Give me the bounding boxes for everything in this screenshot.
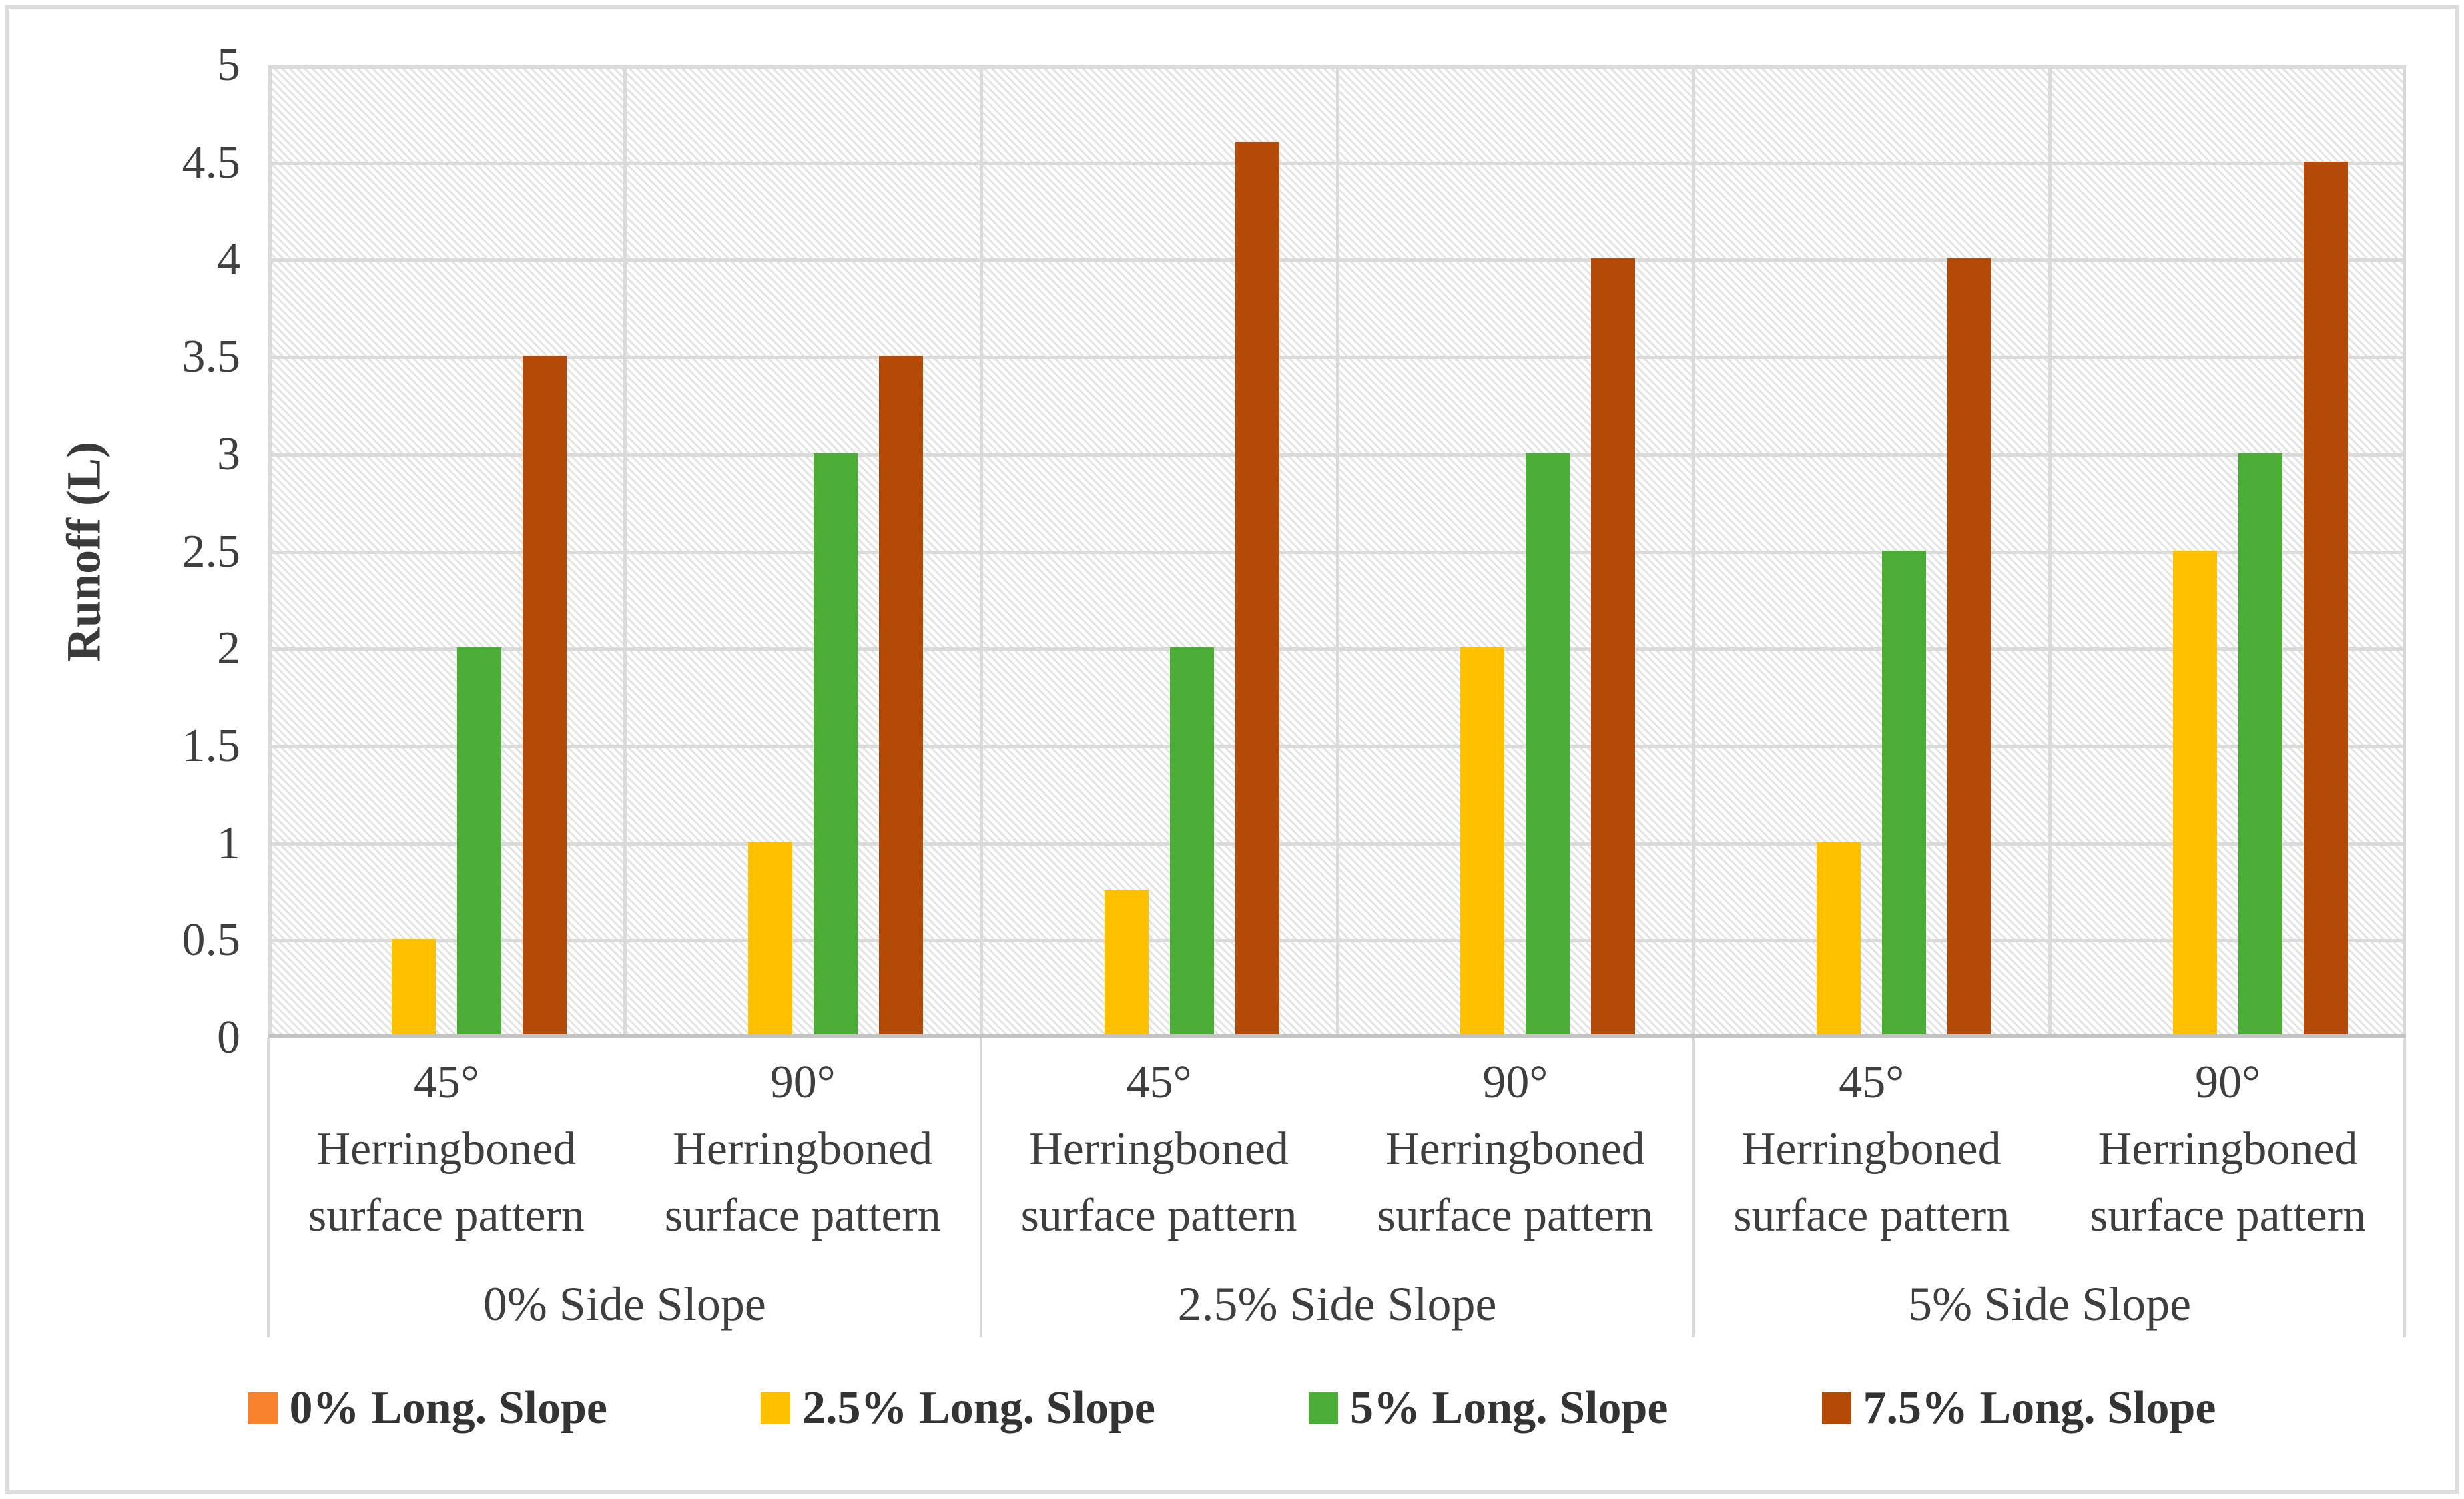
- category-label-6: 90° Herringboned surface pattern: [2050, 1049, 2406, 1249]
- legend-swatch-icon: [248, 1392, 278, 1424]
- group-label-1: 0% Side Slope: [483, 1277, 766, 1331]
- category-label-line: Herringboned: [1385, 1123, 1645, 1175]
- category-label-line: Herringboned: [316, 1123, 577, 1175]
- category-boundary-line: [2048, 65, 2052, 1038]
- category-label-line: 45°: [1126, 1057, 1192, 1108]
- axis-group-separator: [1692, 1038, 1695, 1337]
- bar-7.5-long.-slope-cat1: [522, 356, 567, 1036]
- legend-item-7.5-long.-slope: 7.5% Long. Slope: [1821, 1382, 2216, 1435]
- y-tick-label-3: 3: [217, 428, 240, 480]
- bar-2.5-long.-slope-cat3: [1104, 890, 1149, 1036]
- group-label-3: 5% Side Slope: [1908, 1277, 2192, 1331]
- bar-7.5-long.-slope-cat6: [2304, 161, 2349, 1036]
- axis-group-separator: [2403, 1038, 2406, 1337]
- bar-2.5-long.-slope-cat5: [1817, 842, 1861, 1036]
- bar-2.5-long.-slope-cat1: [391, 939, 436, 1036]
- bar-5-long.-slope-cat4: [1526, 453, 1570, 1036]
- y-tick-label-1: 1: [217, 817, 240, 869]
- category-label-line: 90°: [2195, 1057, 2261, 1108]
- y-tick-label-0.5: 0.5: [182, 914, 241, 966]
- bar-2.5-long.-slope-cat4: [1460, 647, 1505, 1036]
- legend-label: 0% Long. Slope: [289, 1382, 608, 1434]
- legend: 0% Long. Slope 2.5% Long. Slope 5% Long. S…: [0, 1382, 2464, 1435]
- y-tick-label-3.5: 3.5: [182, 331, 241, 383]
- legend-label: 2.5% Long. Slope: [802, 1382, 1155, 1434]
- legend-label: 7.5% Long. Slope: [1863, 1382, 2216, 1434]
- y-tick-label-4: 4: [217, 234, 240, 286]
- bar-7.5-long.-slope-cat4: [1591, 258, 1636, 1036]
- bar-7.5-long.-slope-cat3: [1235, 141, 1279, 1036]
- category-boundary-line: [2403, 65, 2406, 1038]
- category-label-line: 45°: [413, 1057, 479, 1108]
- axis-group-separator: [267, 1038, 270, 1337]
- y-tick-label-2: 2: [217, 623, 240, 675]
- category-label-2: 90° Herringboned surface pattern: [625, 1049, 981, 1249]
- bar-5-long.-slope-cat6: [2238, 453, 2283, 1036]
- category-label-line: Herringboned: [1741, 1123, 2001, 1175]
- bar-2.5-long.-slope-cat2: [747, 842, 792, 1036]
- category-boundary-line: [1335, 65, 1339, 1038]
- category-label-4: 90° Herringboned surface pattern: [1337, 1049, 1694, 1249]
- bar-2.5-long.-slope-cat6: [2173, 550, 2218, 1036]
- category-label-line: Herringboned: [2098, 1123, 2358, 1175]
- category-label-line: surface pattern: [664, 1190, 941, 1241]
- group-label-2: 2.5% Side Slope: [1177, 1277, 1497, 1331]
- legend-item-2.5-long.-slope: 2.5% Long. Slope: [761, 1382, 1155, 1435]
- legend-item-5-long.-slope: 5% Long. Slope: [1309, 1382, 1668, 1435]
- legend-swatch-icon: [1309, 1392, 1338, 1424]
- bar-5-long.-slope-cat3: [1169, 647, 1214, 1036]
- category-label-line: Herringboned: [673, 1123, 933, 1175]
- category-boundary-line: [979, 65, 983, 1038]
- y-tick-label-4.5: 4.5: [182, 136, 241, 188]
- category-label-line: 90°: [769, 1057, 836, 1108]
- y-tick-label-5: 5: [217, 39, 240, 91]
- category-label-line: 45°: [1839, 1057, 1905, 1108]
- legend-swatch-icon: [1821, 1392, 1851, 1424]
- category-label-line: surface pattern: [2090, 1190, 2367, 1241]
- bar-5-long.-slope-cat1: [456, 647, 501, 1036]
- y-tick-label-0: 0: [217, 1012, 240, 1063]
- category-label-line: surface pattern: [1733, 1190, 2010, 1241]
- bar-7.5-long.-slope-cat2: [878, 356, 923, 1036]
- category-label-1: 45° Herringboned surface pattern: [268, 1049, 625, 1249]
- category-boundary-line: [623, 65, 627, 1038]
- category-boundary-line: [1692, 65, 1696, 1038]
- category-boundary-line: [268, 65, 272, 1038]
- y-tick-label-2.5: 2.5: [182, 525, 241, 577]
- legend-swatch-icon: [761, 1392, 790, 1424]
- bar-7.5-long.-slope-cat5: [1947, 258, 1992, 1036]
- bar-5-long.-slope-cat2: [813, 453, 858, 1036]
- category-label-line: surface pattern: [308, 1190, 585, 1241]
- category-label-3: 45° Herringboned surface pattern: [981, 1049, 1337, 1249]
- category-label-5: 45° Herringboned surface pattern: [1693, 1049, 2050, 1249]
- category-label-line: Herringboned: [1029, 1123, 1289, 1175]
- legend-label: 5% Long. Slope: [1350, 1382, 1668, 1434]
- category-label-line: surface pattern: [1377, 1190, 1654, 1241]
- category-label-line: 90°: [1482, 1057, 1548, 1108]
- bar-5-long.-slope-cat5: [1882, 550, 1927, 1036]
- category-label-line: surface pattern: [1020, 1190, 1297, 1241]
- axis-group-separator: [979, 1038, 982, 1337]
- y-tick-label-1.5: 1.5: [182, 719, 241, 772]
- legend-item-0-long.-slope: 0% Long. Slope: [248, 1382, 608, 1435]
- plot-area: [268, 65, 2406, 1038]
- x-axis-line: [268, 1034, 2406, 1038]
